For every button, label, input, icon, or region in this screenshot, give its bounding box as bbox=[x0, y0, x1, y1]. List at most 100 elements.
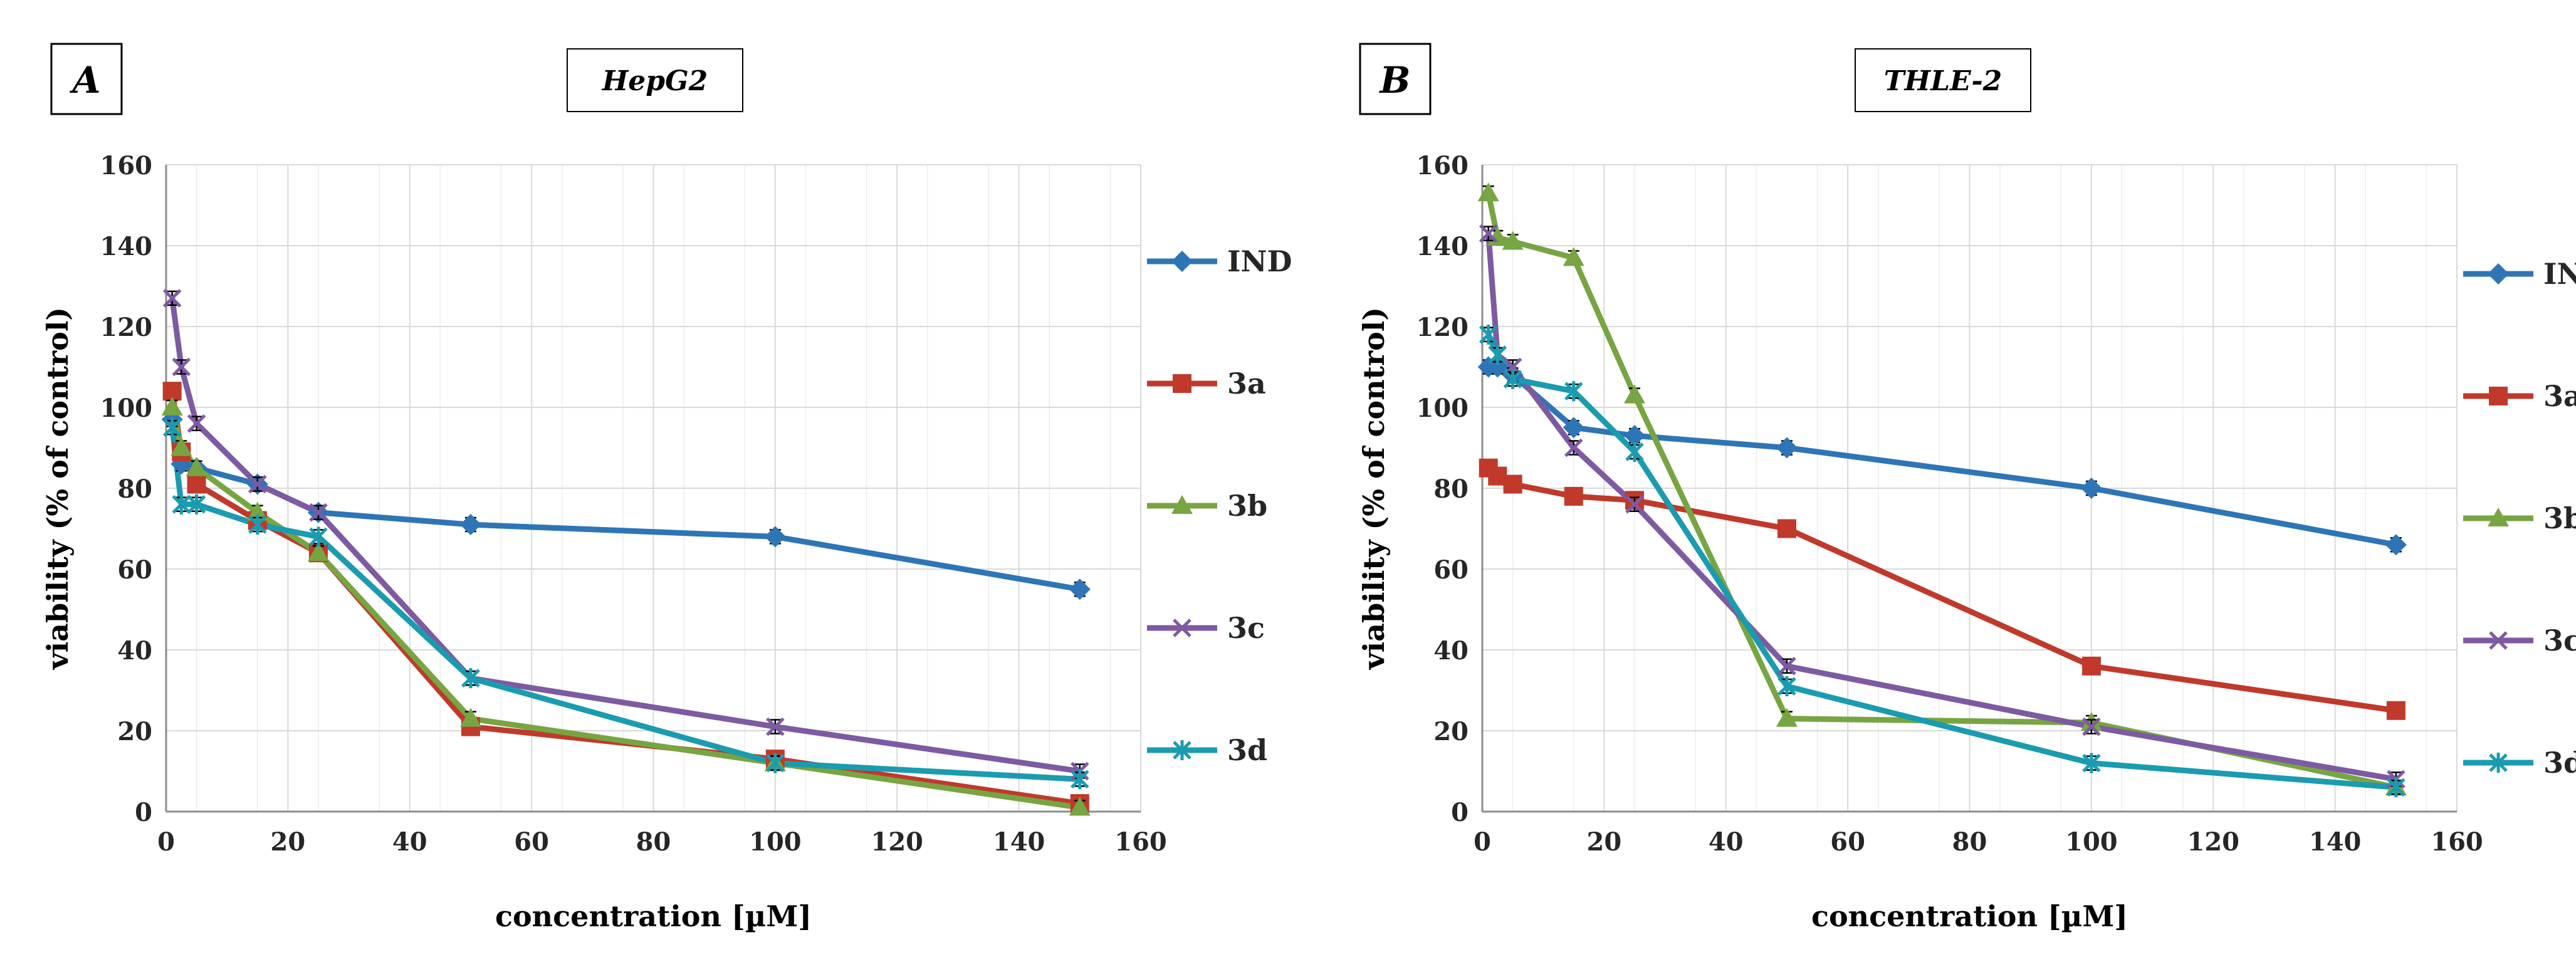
data-point-3c bbox=[1564, 438, 1583, 457]
data-point-ind bbox=[2080, 478, 2102, 499]
data-point-3c bbox=[248, 474, 267, 494]
data-point-3c bbox=[766, 717, 785, 736]
y-axis-title: viability (% of control) bbox=[1357, 307, 1391, 670]
y-tick-label: 60 bbox=[117, 555, 152, 585]
data-point-3d bbox=[1503, 369, 1522, 389]
data-point-ind bbox=[1623, 425, 1645, 447]
x-tick-label: 0 bbox=[157, 827, 175, 857]
y-tick-label: 140 bbox=[1416, 232, 1469, 261]
legend-label-ind: IND bbox=[1227, 244, 1292, 278]
y-tick-label: 40 bbox=[1433, 636, 1469, 666]
data-point-3d bbox=[1071, 769, 1089, 790]
series-line-ind bbox=[1488, 364, 2397, 548]
data-point-3d bbox=[309, 526, 328, 547]
legend-marker-3c bbox=[1173, 619, 1191, 637]
legend-label-3c: 3c bbox=[1227, 611, 1265, 645]
data-point-3d bbox=[461, 668, 480, 689]
x-tick-label: 100 bbox=[749, 827, 802, 857]
x-tick-label: 60 bbox=[514, 827, 549, 857]
data-point-3a bbox=[1503, 474, 1522, 494]
data-point-3d bbox=[1625, 441, 1644, 462]
panel-label: A bbox=[69, 59, 100, 102]
chart-title-box bbox=[567, 48, 743, 112]
legend-label-ind: IND bbox=[2543, 257, 2576, 291]
data-point-3d bbox=[187, 494, 206, 515]
y-tick-label: 120 bbox=[1416, 313, 1469, 342]
y-tick-label: 20 bbox=[1433, 717, 1469, 746]
data-point-3d bbox=[2387, 777, 2406, 798]
data-point-3c bbox=[2082, 717, 2101, 736]
x-tick-label: 100 bbox=[2065, 827, 2118, 857]
data-point-3d bbox=[2082, 753, 2101, 773]
series-line-3c bbox=[1485, 233, 2397, 782]
x-axis-title: concentration [µM] bbox=[495, 899, 812, 933]
legend-label-3d: 3d bbox=[2543, 746, 2576, 780]
data-point-3a bbox=[1564, 486, 1583, 506]
chart-title-box bbox=[1855, 48, 2031, 112]
legend-marker-3b bbox=[2488, 508, 2509, 526]
y-tick-label: 120 bbox=[100, 313, 153, 342]
legend-marker-3d bbox=[1173, 740, 1191, 760]
x-tick-label: 160 bbox=[1114, 827, 1167, 857]
x-tick-label: 80 bbox=[636, 827, 671, 857]
y-tick-label: 100 bbox=[100, 394, 153, 423]
x-tick-label: 120 bbox=[2187, 827, 2240, 857]
x-tick-label: 80 bbox=[1952, 827, 1987, 857]
data-point-ind bbox=[459, 514, 481, 536]
data-point-ind bbox=[1069, 578, 1091, 600]
data-point-3b bbox=[1502, 231, 1524, 250]
data-point-3d bbox=[248, 515, 267, 535]
series-line-ind bbox=[169, 419, 1081, 592]
x-tick-label: 40 bbox=[1709, 827, 1744, 857]
legend-marker-3d bbox=[2489, 753, 2508, 773]
data-point-3d bbox=[172, 494, 191, 515]
panel-label: B bbox=[1378, 59, 1410, 102]
legend-label-3b: 3b bbox=[2543, 501, 2576, 535]
data-point-3d bbox=[1479, 324, 1498, 345]
x-tick-label: 140 bbox=[2309, 827, 2362, 857]
data-point-3b bbox=[1069, 797, 1091, 816]
y-tick-label: 160 bbox=[100, 151, 153, 180]
data-point-3b bbox=[1563, 247, 1584, 266]
data-point-ind bbox=[1776, 437, 1798, 459]
data-point-3c bbox=[1778, 657, 1796, 676]
data-point-3d bbox=[162, 417, 182, 438]
legend-label-3a: 3a bbox=[2543, 379, 2576, 413]
data-point-3b bbox=[1477, 182, 1499, 202]
panel-label-box bbox=[50, 43, 123, 115]
y-tick-label: 0 bbox=[1451, 798, 1469, 827]
y-tick-label: 60 bbox=[1433, 555, 1469, 585]
data-point-3c bbox=[187, 414, 206, 433]
legend-marker-3b bbox=[1171, 495, 1193, 514]
y-tick-label: 20 bbox=[117, 717, 152, 746]
data-point-3c bbox=[172, 357, 191, 377]
y-tick-label: 140 bbox=[100, 232, 153, 261]
data-point-3c bbox=[309, 503, 328, 522]
data-point-3d bbox=[1564, 381, 1583, 402]
legend-marker-3a bbox=[1173, 374, 1191, 393]
data-point-3b bbox=[161, 397, 183, 416]
data-point-3b bbox=[1776, 708, 1798, 727]
legend-marker-ind bbox=[2488, 263, 2509, 285]
data-point-3b bbox=[186, 457, 207, 476]
series-line-3a bbox=[1486, 466, 2397, 714]
x-tick-label: 20 bbox=[1587, 827, 1622, 857]
x-tick-label: 40 bbox=[392, 827, 427, 857]
legend-label-3b: 3b bbox=[1227, 489, 1267, 523]
x-tick-label: 0 bbox=[1474, 827, 1491, 857]
x-tick-label: 140 bbox=[993, 827, 1045, 857]
data-point-ind bbox=[1563, 417, 1584, 439]
legend-label-3d: 3d bbox=[1227, 733, 1267, 767]
data-point-3d bbox=[1488, 345, 1507, 365]
legend-label-3a: 3a bbox=[1227, 367, 1266, 400]
data-point-3c bbox=[1479, 224, 1498, 243]
y-tick-label: 80 bbox=[1433, 474, 1469, 504]
x-tick-label: 160 bbox=[2431, 827, 2483, 857]
x-tick-label: 120 bbox=[871, 827, 924, 857]
data-point-3c bbox=[1625, 495, 1644, 514]
x-axis-title: concentration [µM] bbox=[1811, 899, 2128, 933]
data-point-ind bbox=[2385, 534, 2407, 556]
x-tick-label: 20 bbox=[271, 827, 306, 857]
legend-marker-ind bbox=[1171, 251, 1193, 272]
